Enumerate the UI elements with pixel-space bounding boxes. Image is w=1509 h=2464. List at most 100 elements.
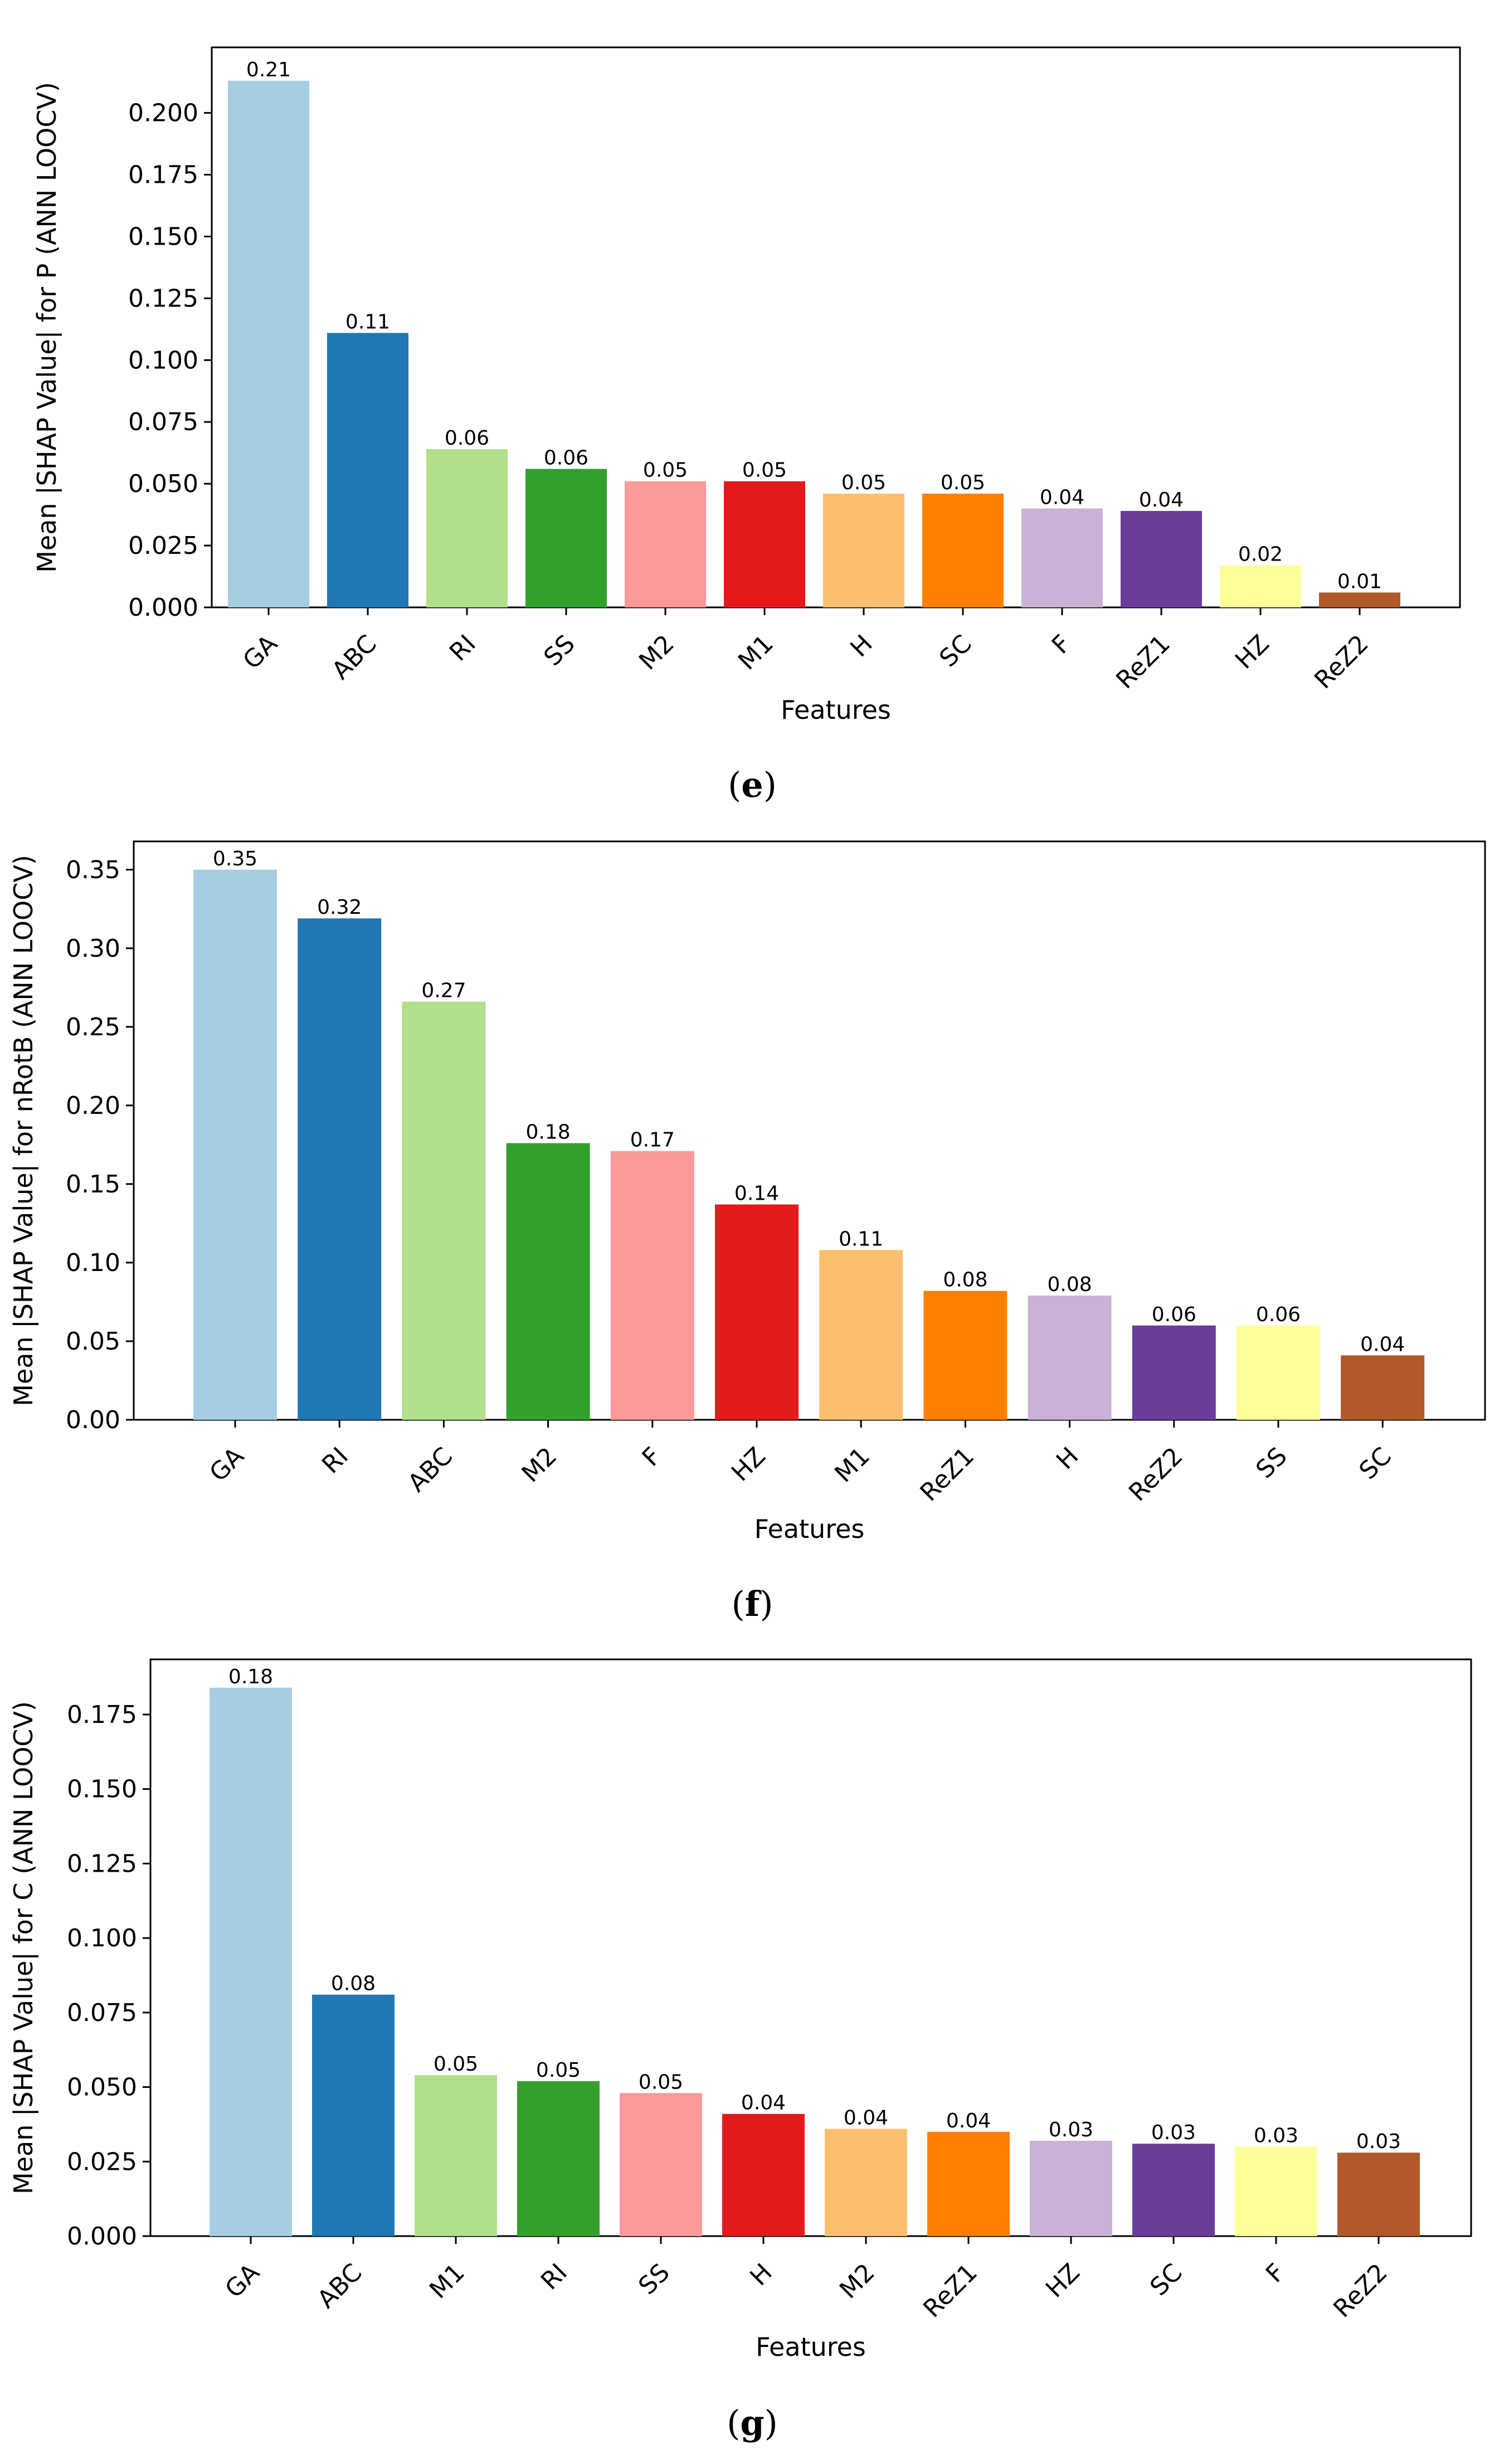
bar-value-label: 0.06 — [1256, 1303, 1301, 1326]
x-tick-label: ABC — [312, 2258, 368, 2314]
x-tick-label: ABC — [327, 630, 382, 685]
y-axis-title: Mean |SHAP Value| for nRotB (ANN LOOCV) — [8, 855, 39, 1406]
y-tick-label: 0.100 — [128, 346, 198, 374]
y-tick-label: 0.175 — [128, 161, 198, 189]
x-tick-label: H — [1051, 1442, 1084, 1475]
x-tick-label: ABC — [402, 1442, 458, 1498]
bar-hz — [1220, 565, 1301, 607]
y-tick-label: 0.100 — [67, 1924, 137, 1952]
y-tick-label: 0.025 — [67, 2148, 137, 2176]
x-tick-label: M2 — [634, 630, 680, 676]
bar-ss — [1237, 1325, 1320, 1420]
x-axis-title: Features — [756, 2332, 866, 2362]
x-axis-title: Features — [754, 1514, 865, 1544]
bar-value-label: 0.04 — [1040, 486, 1084, 509]
bar-abc — [402, 1001, 486, 1420]
bar-abc — [312, 1994, 395, 2236]
bar-m2 — [506, 1143, 590, 1420]
bar-f — [1021, 508, 1103, 607]
bar-value-label: 0.03 — [1151, 2121, 1196, 2144]
bar-value-label: 0.35 — [213, 848, 257, 870]
x-tick-label: H — [744, 2258, 777, 2291]
bar-value-label: 0.08 — [331, 1973, 376, 1995]
bar-value-label: 0.06 — [445, 427, 489, 450]
bar-value-label: 0.11 — [839, 1228, 883, 1250]
panel-caption: (f) — [731, 1584, 773, 1624]
y-tick-label: 0.125 — [67, 1849, 137, 1878]
bar-rez2 — [1337, 2153, 1420, 2236]
x-tick-label: M1 — [424, 2258, 470, 2305]
bar-value-label: 0.05 — [841, 471, 886, 494]
bar-h — [1028, 1296, 1112, 1420]
y-tick-label: 0.30 — [66, 934, 120, 963]
y-axis-title: Mean |SHAP Value| for C (ANN LOOCV) — [8, 1701, 39, 2194]
bar-abc — [327, 333, 408, 607]
bar-value-label: 0.03 — [1356, 2130, 1401, 2153]
bar-value-label: 0.27 — [421, 980, 466, 1002]
y-tick-label: 0.175 — [67, 1701, 137, 1729]
x-tick-label: HZ — [1230, 630, 1275, 675]
panel-caption: (g) — [727, 2403, 778, 2443]
y-tick-label: 0.050 — [128, 470, 198, 498]
bar-ss — [525, 469, 607, 607]
bar-ri — [298, 918, 382, 1420]
y-tick-label: 0.20 — [66, 1092, 120, 1120]
x-tick-label: RI — [317, 1442, 354, 1479]
x-tick-label: SS — [633, 2258, 675, 2301]
bar-value-label: 0.21 — [246, 59, 291, 81]
bar-value-label: 0.05 — [643, 459, 688, 482]
bar-value-label: 0.03 — [1049, 2119, 1093, 2141]
x-tick-label: GA — [237, 630, 283, 675]
bar-value-label: 0.04 — [844, 2106, 888, 2129]
bar-ri — [426, 449, 508, 607]
x-tick-label: GA — [204, 1442, 249, 1487]
x-tick-label: SC — [1354, 1442, 1397, 1486]
bar-h — [823, 493, 904, 607]
y-tick-label: 0.000 — [128, 593, 198, 622]
x-tick-label: M2 — [834, 2258, 880, 2305]
bar-sc — [922, 493, 1004, 607]
bar-value-label: 0.08 — [1048, 1273, 1092, 1296]
bar-value-label: 0.04 — [1139, 489, 1184, 512]
bar-value-label: 0.05 — [434, 2053, 478, 2076]
y-tick-label: 0.025 — [128, 532, 198, 560]
bar-f — [610, 1151, 694, 1420]
bar-rez1 — [1121, 510, 1202, 607]
bar-value-label: 0.05 — [536, 2059, 581, 2082]
bar-value-label: 0.04 — [946, 2110, 991, 2132]
bar-ga — [210, 1687, 292, 2236]
y-tick-label: 0.075 — [67, 1999, 137, 2027]
bar-h — [722, 2114, 805, 2236]
x-tick-label: RI — [444, 630, 481, 667]
bar-rez2 — [1132, 1325, 1216, 1420]
x-tick-label: HZ — [726, 1442, 771, 1487]
bar-m2 — [825, 2129, 907, 2236]
y-tick-label: 0.200 — [128, 99, 198, 128]
bar-hz — [715, 1204, 799, 1420]
y-tick-label: 0.150 — [67, 1775, 137, 1804]
bar-m1 — [724, 481, 805, 607]
y-tick-label: 0.050 — [67, 2073, 137, 2102]
bar-sc — [1132, 2144, 1215, 2236]
bar-value-label: 0.08 — [943, 1269, 987, 1292]
bar-m1 — [415, 2075, 497, 2236]
x-tick-label: ReZ2 — [1328, 2258, 1393, 2324]
x-tick-label: F — [1260, 2258, 1291, 2288]
bar-value-label: 0.06 — [544, 447, 588, 470]
y-tick-label: 0.15 — [66, 1170, 120, 1199]
bar-value-label: 0.18 — [526, 1121, 571, 1144]
bar-rez1 — [927, 2131, 1010, 2236]
bar-value-label: 0.14 — [734, 1182, 779, 1205]
x-tick-label: ReZ2 — [1309, 630, 1374, 695]
bar-sc — [1341, 1355, 1425, 1420]
y-tick-label: 0.150 — [128, 222, 198, 251]
bar-ga — [228, 80, 309, 608]
y-tick-label: 0.35 — [66, 856, 120, 884]
bar-value-label: 0.06 — [1152, 1303, 1196, 1326]
x-tick-label: SS — [1250, 1442, 1293, 1484]
y-tick-label: 0.00 — [66, 1406, 120, 1434]
bar-value-label: 0.05 — [639, 2071, 683, 2093]
bar-m1 — [819, 1250, 903, 1420]
bar-value-label: 0.04 — [1360, 1333, 1405, 1356]
x-tick-label: RI — [536, 2258, 573, 2296]
